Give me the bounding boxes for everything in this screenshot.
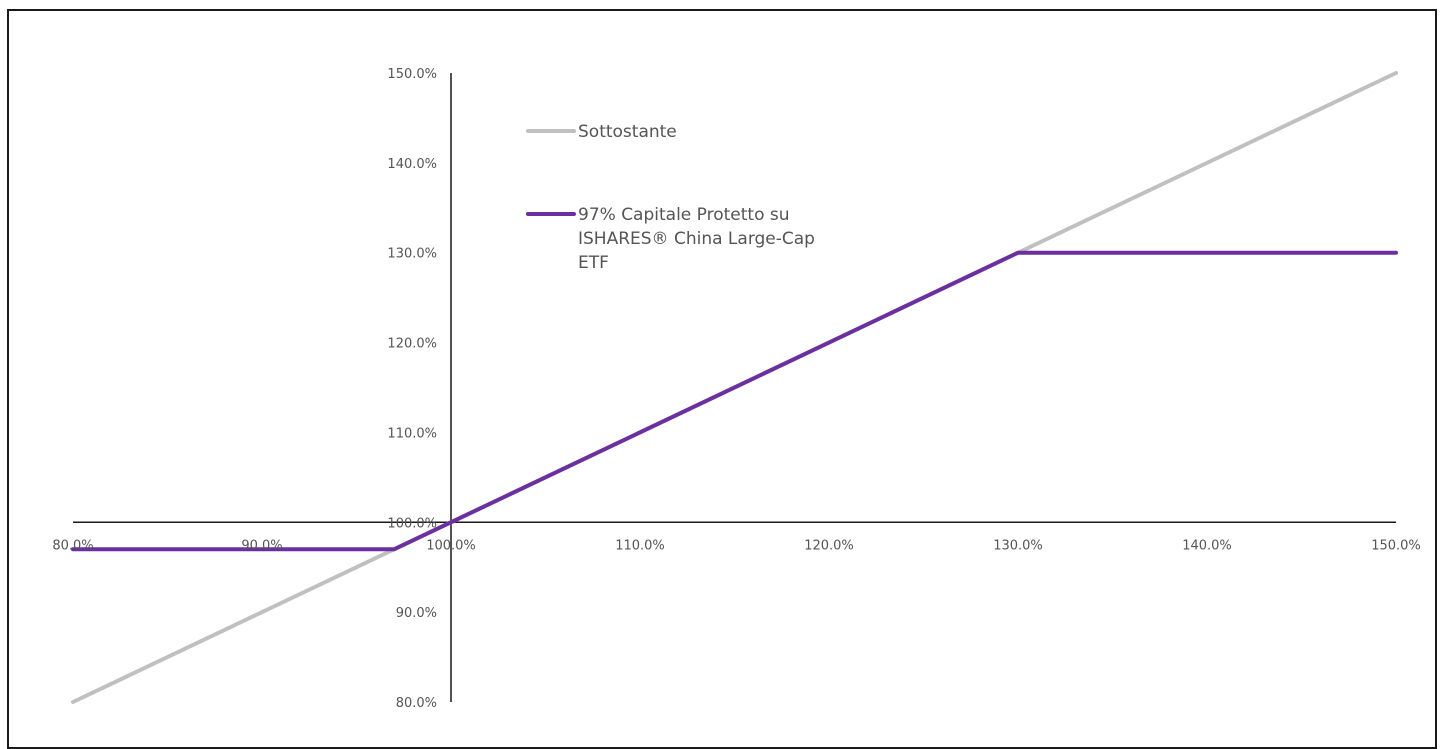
legend-label: ISHARES® China Large-Cap bbox=[578, 229, 815, 249]
x-tick-label: 120.0% bbox=[804, 538, 854, 553]
y-tick-label: 90.0% bbox=[396, 606, 437, 621]
x-tick-label: 80.0% bbox=[52, 538, 93, 553]
y-tick-label: 110.0% bbox=[387, 426, 437, 441]
y-tick-labels: 150.0% 140.0% 130.0% 120.0% 110.0% 100.0% 90.0… bbox=[387, 67, 437, 711]
axes bbox=[73, 73, 1396, 702]
x-tick-label: 90.0% bbox=[241, 538, 282, 553]
legend-label: ETF bbox=[578, 253, 609, 273]
x-tick-label: 140.0% bbox=[1182, 538, 1232, 553]
x-tick-labels: 80.0% 90.0% 100.0% 110.0% 120.0% 130.0% 140.0%… bbox=[52, 538, 1420, 553]
y-tick-label: 140.0% bbox=[387, 157, 437, 172]
y-tick-label: 120.0% bbox=[387, 337, 437, 352]
legend-label: 97% Capitale Protetto su bbox=[578, 205, 790, 225]
chart-frame bbox=[7, 9, 1437, 749]
x-tick-label: 130.0% bbox=[993, 538, 1043, 553]
x-tick-label: 110.0% bbox=[615, 538, 665, 553]
y-tick-label: 130.0% bbox=[387, 247, 437, 262]
y-tick-label: 80.0% bbox=[396, 696, 437, 711]
legend: Sottostante 97% Capitale Protetto su ISHAR… bbox=[526, 122, 815, 273]
legend-label: Sottostante bbox=[578, 122, 677, 142]
y-tick-label: 100.0% bbox=[387, 516, 437, 531]
series-layer bbox=[71, 71, 1398, 704]
x-tick-label: 100.0% bbox=[426, 538, 476, 553]
series-line-capitale-protetto bbox=[71, 250, 1398, 552]
y-tick-label: 150.0% bbox=[387, 67, 437, 82]
x-tick-label: 150.0% bbox=[1371, 538, 1421, 553]
